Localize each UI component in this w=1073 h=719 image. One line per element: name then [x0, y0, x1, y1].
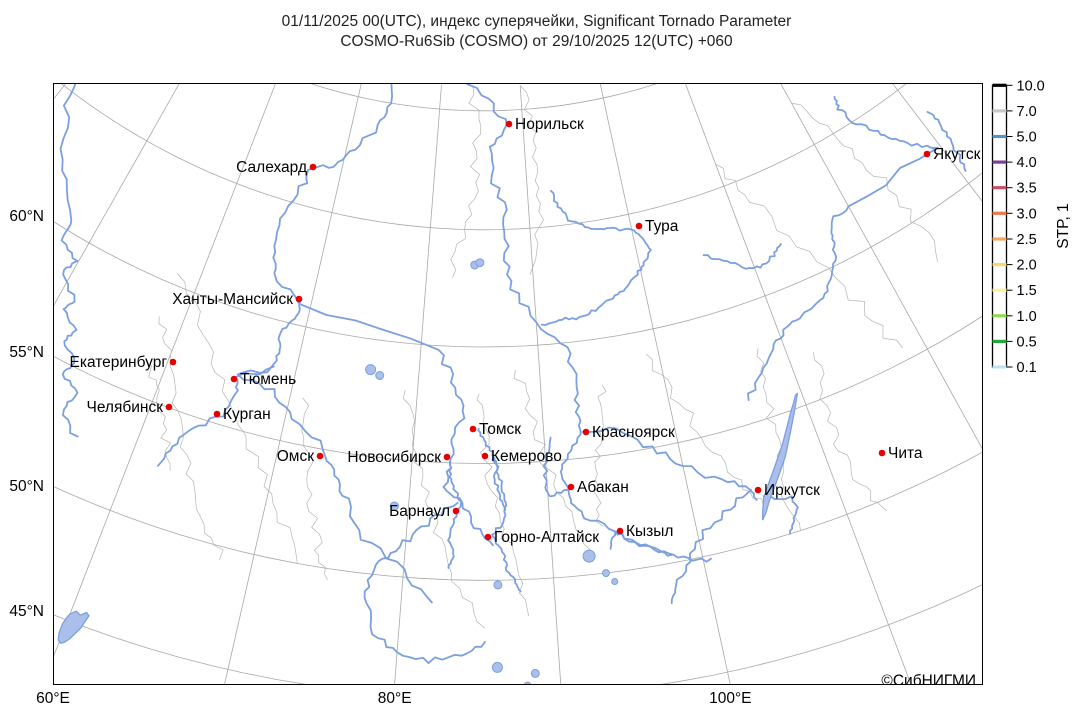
svg-text:0.5: 0.5: [1017, 334, 1037, 350]
svg-text:7.0: 7.0: [1017, 104, 1037, 120]
svg-text:5.0: 5.0: [1017, 130, 1037, 146]
svg-text:55°N: 55°N: [9, 344, 44, 361]
svg-text:60°N: 60°N: [9, 208, 44, 225]
svg-text:80°E: 80°E: [378, 690, 412, 707]
svg-text:60°E: 60°E: [36, 690, 70, 707]
svg-text:0.1: 0.1: [1017, 360, 1037, 376]
svg-text:45°N: 45°N: [9, 603, 44, 620]
svg-text:3.5: 3.5: [1017, 181, 1037, 197]
svg-text:1.0: 1.0: [1017, 309, 1037, 325]
svg-text:4.0: 4.0: [1017, 155, 1037, 171]
svg-text:100°E: 100°E: [709, 690, 751, 707]
svg-text:50°N: 50°N: [9, 478, 44, 495]
svg-text:STP, 1: STP, 1: [1055, 203, 1072, 248]
svg-text:2.0: 2.0: [1017, 258, 1037, 274]
svg-text:3.0: 3.0: [1017, 206, 1037, 222]
svg-text:2.5: 2.5: [1017, 232, 1037, 248]
svg-text:1.5: 1.5: [1017, 283, 1037, 299]
svg-text:10.0: 10.0: [1017, 78, 1045, 94]
